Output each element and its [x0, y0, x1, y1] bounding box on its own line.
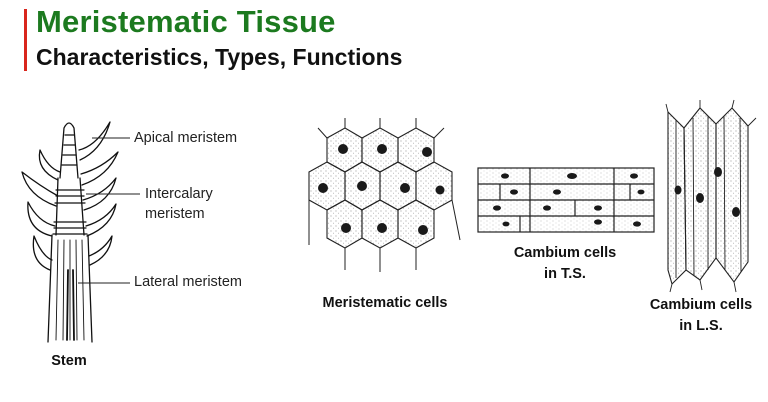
page-title: Meristematic Tissue	[36, 4, 336, 39]
cambium-ts-caption-line2: in T.S.	[544, 266, 586, 282]
intercalary-meristem-label-line2: meristem	[145, 206, 205, 222]
intercalary-meristem-label-line1: Intercalary	[145, 186, 213, 202]
apical-meristem-label: Apical meristem	[134, 130, 238, 146]
cambium-ls-caption-line1: Cambium cells	[649, 297, 753, 313]
cambium-ls-caption-line2: in L.S.	[679, 318, 723, 334]
meristematic-cells-caption: Meristematic cells	[322, 295, 448, 311]
accent-bar	[24, 9, 27, 71]
lateral-meristem-label: Lateral meristem	[134, 274, 242, 290]
stem-caption: Stem	[51, 353, 87, 369]
cambium-ts-caption-line1: Cambium cells	[513, 245, 617, 261]
page-subtitle: Characteristics, Types, Functions	[36, 44, 403, 70]
